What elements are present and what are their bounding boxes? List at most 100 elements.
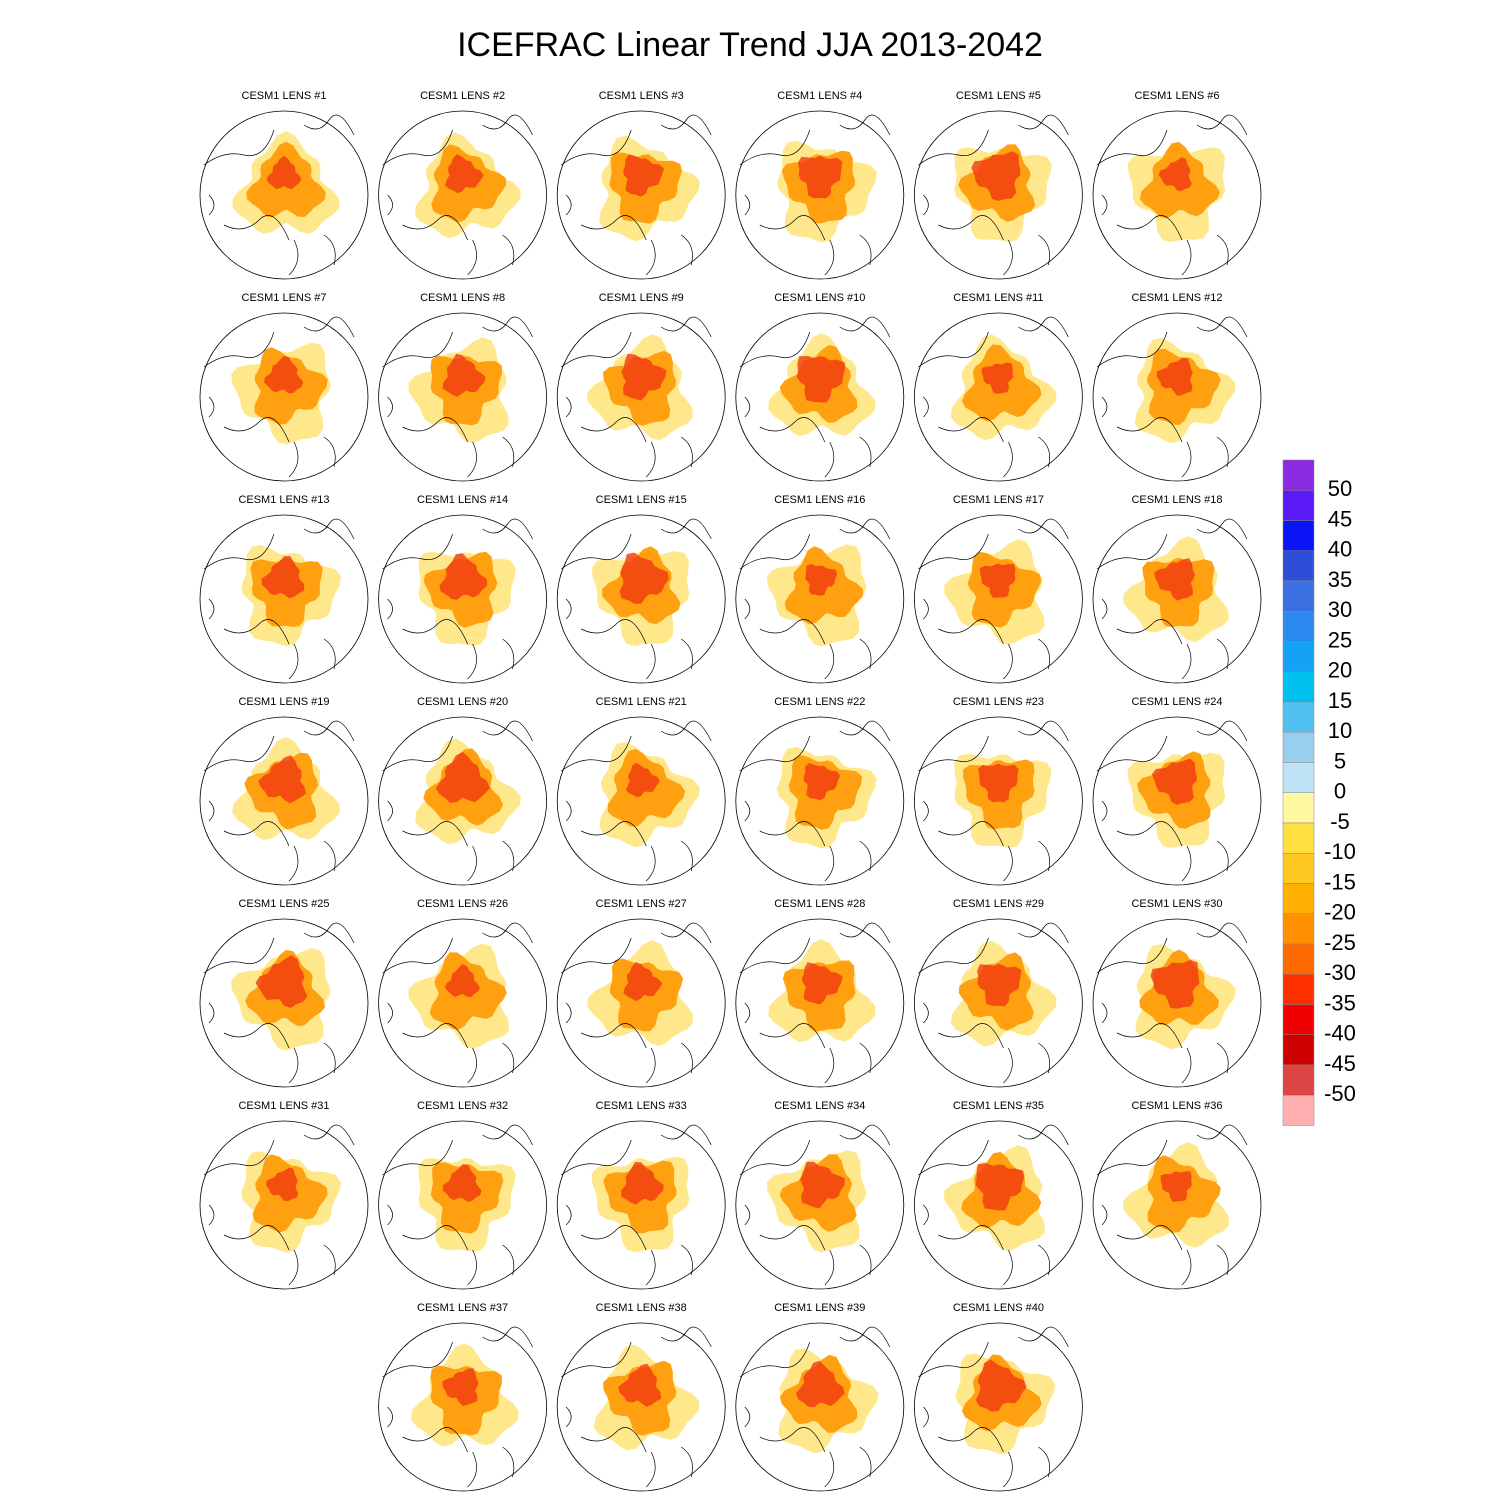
coastline bbox=[203, 922, 355, 1084]
ice-strong bbox=[618, 1363, 662, 1407]
map-panel bbox=[378, 918, 548, 1088]
colorbar-box bbox=[1282, 883, 1315, 914]
colorbar-label: 45 bbox=[1328, 506, 1352, 531]
panel-title: CESM1 LENS #3 bbox=[599, 90, 684, 102]
colorbar-label: -20 bbox=[1324, 900, 1356, 925]
panel-title: CESM1 LENS #25 bbox=[238, 898, 329, 910]
coastline bbox=[203, 114, 355, 276]
colorbar-label: 40 bbox=[1328, 537, 1352, 562]
figure-title: ICEFRAC Linear Trend JJA 2013-2042 bbox=[457, 26, 1043, 64]
coastline bbox=[739, 1124, 891, 1286]
coastline bbox=[382, 316, 533, 478]
map-panel bbox=[735, 1120, 905, 1290]
ice-strong bbox=[1156, 358, 1193, 396]
panel-title: CESM1 LENS #21 bbox=[596, 696, 687, 708]
colorbar-box bbox=[1282, 641, 1315, 672]
ice-strong bbox=[795, 1360, 845, 1408]
ice-strong bbox=[981, 362, 1014, 394]
map-panel bbox=[199, 716, 369, 886]
ice-strong bbox=[442, 1368, 479, 1406]
coastline bbox=[918, 114, 1069, 276]
map-panel bbox=[556, 1322, 726, 1492]
map-panel bbox=[199, 312, 369, 482]
colorbar-box bbox=[1282, 550, 1315, 582]
coastline bbox=[1096, 518, 1248, 680]
map-panel bbox=[378, 312, 548, 482]
map-panel bbox=[378, 716, 548, 886]
ice-strong bbox=[444, 963, 481, 998]
colorbar-box bbox=[1282, 580, 1315, 612]
map-panel bbox=[556, 514, 726, 684]
coastline bbox=[203, 720, 355, 882]
colorbar-box bbox=[1282, 853, 1315, 884]
ice-strong bbox=[1158, 157, 1192, 192]
panel-title: CESM1 LENS #5 bbox=[956, 90, 1041, 102]
ice-strong bbox=[435, 751, 490, 803]
panel-title: CESM1 LENS #38 bbox=[596, 1302, 687, 1314]
panel-title: CESM1 LENS #8 bbox=[420, 292, 505, 304]
colorbar-box bbox=[1282, 943, 1315, 975]
ice-strong bbox=[1154, 558, 1195, 601]
panel-title: CESM1 LENS #31 bbox=[238, 1100, 329, 1112]
panel-title: CESM1 LENS #23 bbox=[953, 696, 1044, 708]
coastline bbox=[382, 518, 533, 680]
panel-title: CESM1 LENS #17 bbox=[953, 494, 1044, 506]
colorbar-label: 10 bbox=[1328, 718, 1352, 743]
ice-strong bbox=[979, 563, 1016, 598]
map-panel bbox=[556, 918, 726, 1088]
colorbar-label: -45 bbox=[1324, 1051, 1356, 1076]
panel-title: CESM1 LENS #27 bbox=[596, 898, 687, 910]
coastline bbox=[1096, 720, 1248, 882]
colorbar-box bbox=[1282, 611, 1315, 642]
coastline bbox=[560, 720, 712, 882]
ice-strong bbox=[975, 1163, 1025, 1211]
map-panel bbox=[735, 1322, 905, 1492]
colorbar-box bbox=[1282, 459, 1315, 491]
ice-strong bbox=[805, 564, 837, 596]
coastline bbox=[203, 518, 355, 680]
coastline bbox=[382, 922, 533, 1084]
coastline bbox=[739, 518, 891, 680]
colorbar-label: 50 bbox=[1328, 476, 1352, 501]
coastline bbox=[918, 316, 1069, 478]
map-panel bbox=[556, 110, 726, 280]
panel-title: CESM1 LENS #32 bbox=[417, 1100, 508, 1112]
panel-title: CESM1 LENS #12 bbox=[1131, 292, 1222, 304]
ice-strong bbox=[621, 1162, 664, 1205]
ice-strong bbox=[263, 355, 304, 394]
ice-strong bbox=[801, 962, 843, 1005]
colorbar-label: 5 bbox=[1334, 748, 1346, 773]
ice-strong bbox=[442, 1164, 482, 1202]
colorbar-box bbox=[1282, 1004, 1315, 1035]
map-panel bbox=[735, 514, 905, 684]
map-panel bbox=[378, 1322, 548, 1492]
map-panel bbox=[914, 918, 1083, 1088]
panel-title: CESM1 LENS #29 bbox=[953, 898, 1044, 910]
panel-title: CESM1 LENS #35 bbox=[953, 1100, 1044, 1112]
coastline bbox=[739, 922, 891, 1084]
map-panel bbox=[199, 1120, 369, 1290]
coastline bbox=[560, 1124, 712, 1286]
coastline bbox=[560, 316, 712, 478]
coastline bbox=[560, 922, 712, 1084]
panel-title: CESM1 LENS #18 bbox=[1131, 494, 1222, 506]
panel-title: CESM1 LENS #7 bbox=[242, 292, 327, 304]
panel-title: CESM1 LENS #40 bbox=[953, 1302, 1044, 1314]
map-panel bbox=[914, 312, 1083, 482]
panel-title: CESM1 LENS #15 bbox=[596, 494, 687, 506]
map-panel bbox=[735, 110, 905, 280]
map-panel bbox=[556, 312, 726, 482]
colorbar-label: -25 bbox=[1324, 930, 1356, 955]
colorbar-label: -50 bbox=[1324, 1081, 1356, 1106]
map-panel bbox=[914, 110, 1083, 280]
ice-strong bbox=[442, 353, 486, 397]
ice-strong bbox=[975, 1359, 1027, 1412]
panel-title: CESM1 LENS #34 bbox=[774, 1100, 865, 1112]
colorbar-box bbox=[1282, 490, 1315, 521]
map-panel bbox=[914, 716, 1083, 886]
coastline bbox=[382, 720, 533, 882]
map-panel bbox=[735, 716, 905, 886]
map-panel bbox=[199, 514, 369, 684]
